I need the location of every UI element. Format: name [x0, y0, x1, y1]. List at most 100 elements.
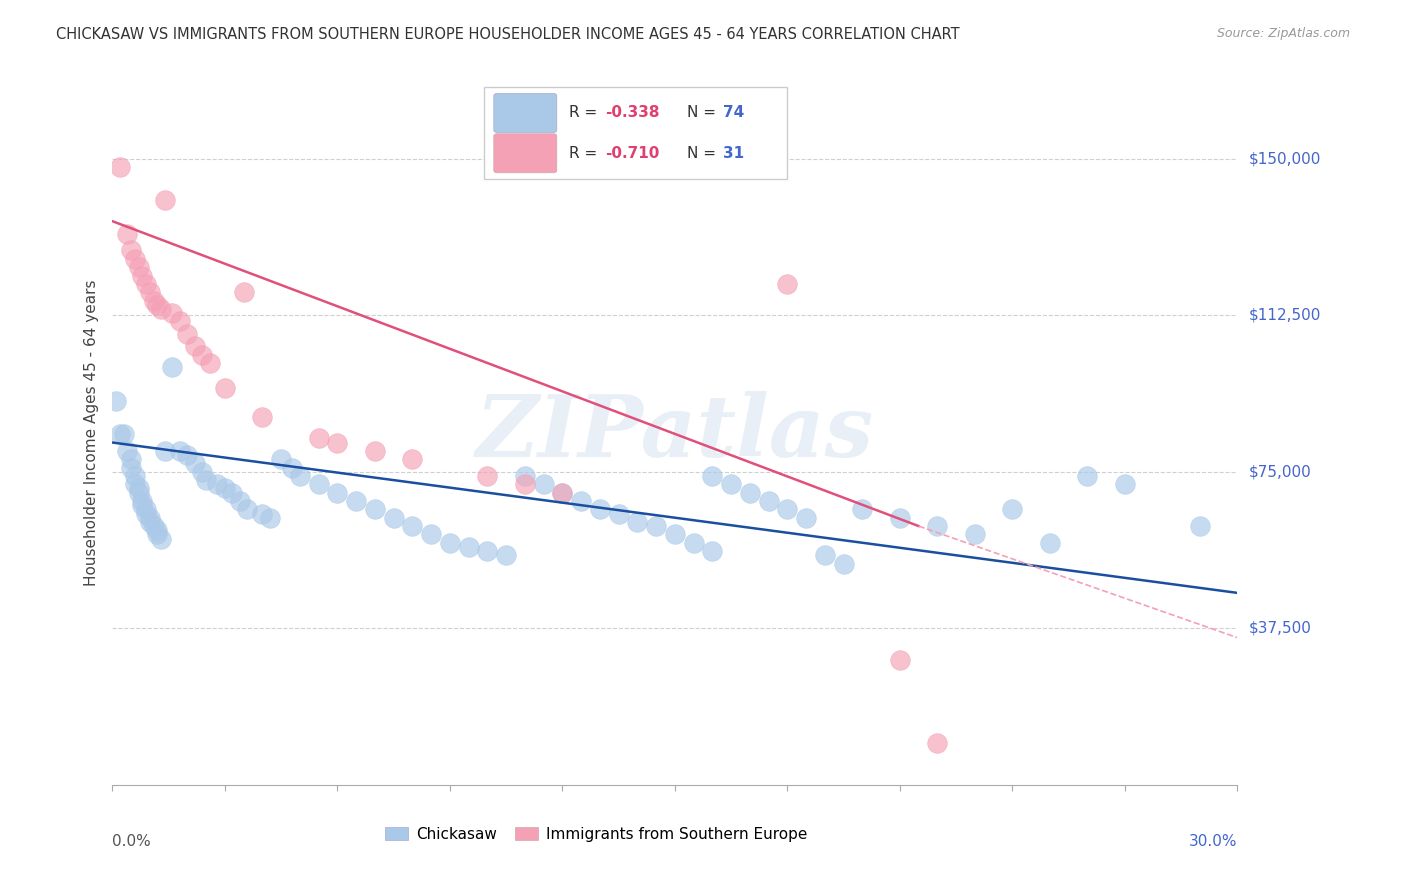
Point — [207, 477, 229, 491]
FancyBboxPatch shape — [494, 94, 557, 133]
FancyBboxPatch shape — [494, 134, 557, 173]
Point — [191, 465, 214, 479]
Point — [513, 477, 536, 491]
Point — [589, 502, 612, 516]
Point — [146, 298, 169, 312]
Text: $112,500: $112,500 — [1249, 308, 1320, 323]
Text: R =: R = — [569, 145, 602, 161]
Point — [184, 457, 207, 471]
Text: N =: N = — [688, 145, 721, 161]
Point — [477, 469, 499, 483]
Point — [889, 653, 911, 667]
Point — [738, 485, 761, 500]
Point — [128, 485, 150, 500]
Point — [131, 268, 153, 283]
Text: -0.338: -0.338 — [605, 105, 659, 120]
Point — [308, 477, 330, 491]
Text: $75,000: $75,000 — [1249, 464, 1312, 479]
Point — [702, 469, 724, 483]
Point — [889, 510, 911, 524]
Point — [214, 381, 236, 395]
Text: 31: 31 — [723, 145, 744, 161]
Point — [108, 427, 131, 442]
Point — [176, 448, 198, 462]
Point — [139, 285, 162, 300]
Point — [308, 431, 330, 445]
Text: ZIPatlas: ZIPatlas — [475, 391, 875, 475]
Text: -0.710: -0.710 — [605, 145, 659, 161]
Point — [682, 535, 704, 549]
Point — [162, 306, 184, 320]
Point — [626, 515, 648, 529]
Point — [364, 443, 387, 458]
Legend: Chickasaw, Immigrants from Southern Europe: Chickasaw, Immigrants from Southern Euro… — [380, 821, 813, 847]
Text: 0.0%: 0.0% — [112, 834, 152, 849]
Point — [176, 326, 198, 341]
Point — [401, 452, 423, 467]
Point — [120, 452, 142, 467]
Point — [214, 482, 236, 496]
Point — [382, 510, 405, 524]
Point — [401, 519, 423, 533]
Point — [139, 510, 162, 524]
Point — [1076, 469, 1098, 483]
Point — [513, 469, 536, 483]
Point — [252, 507, 274, 521]
Point — [124, 469, 146, 483]
Text: R =: R = — [569, 105, 602, 120]
Point — [120, 244, 142, 258]
Point — [259, 510, 281, 524]
Point — [124, 477, 146, 491]
Point — [645, 519, 668, 533]
Point — [135, 502, 157, 516]
Y-axis label: Householder Income Ages 45 - 64 years: Householder Income Ages 45 - 64 years — [84, 279, 100, 586]
Point — [326, 485, 349, 500]
Point — [252, 410, 274, 425]
Point — [794, 510, 817, 524]
Point — [135, 507, 157, 521]
Point — [569, 494, 592, 508]
Point — [607, 507, 630, 521]
Point — [270, 452, 292, 467]
Text: N =: N = — [688, 105, 721, 120]
Point — [195, 473, 218, 487]
Point — [124, 252, 146, 266]
Point — [112, 427, 135, 442]
Point — [150, 301, 173, 316]
Point — [344, 494, 367, 508]
Point — [117, 443, 139, 458]
Point — [832, 557, 855, 571]
Point — [495, 549, 517, 563]
Point — [117, 227, 139, 241]
Point — [146, 523, 169, 537]
Point — [105, 393, 128, 408]
Point — [232, 285, 254, 300]
Point — [153, 194, 176, 208]
Point — [551, 485, 574, 500]
Point — [131, 494, 153, 508]
Point — [142, 293, 165, 308]
Point — [236, 502, 259, 516]
Text: CHICKASAW VS IMMIGRANTS FROM SOUTHERN EUROPE HOUSEHOLDER INCOME AGES 45 - 64 YEA: CHICKASAW VS IMMIGRANTS FROM SOUTHERN EU… — [56, 27, 960, 42]
Point — [720, 477, 742, 491]
Point — [184, 339, 207, 353]
Point — [551, 485, 574, 500]
Point — [1188, 519, 1211, 533]
Point — [128, 260, 150, 274]
Point — [963, 527, 986, 541]
Point — [477, 544, 499, 558]
Text: $37,500: $37,500 — [1249, 621, 1312, 636]
Point — [457, 540, 479, 554]
Point — [364, 502, 387, 516]
Point — [162, 360, 184, 375]
Point — [135, 277, 157, 291]
Point — [326, 435, 349, 450]
Point — [169, 314, 191, 328]
Point — [288, 469, 311, 483]
Point — [139, 515, 162, 529]
Point — [776, 277, 799, 291]
Text: $150,000: $150,000 — [1249, 151, 1320, 166]
Point — [533, 477, 555, 491]
Point — [108, 160, 131, 174]
Point — [927, 736, 949, 750]
